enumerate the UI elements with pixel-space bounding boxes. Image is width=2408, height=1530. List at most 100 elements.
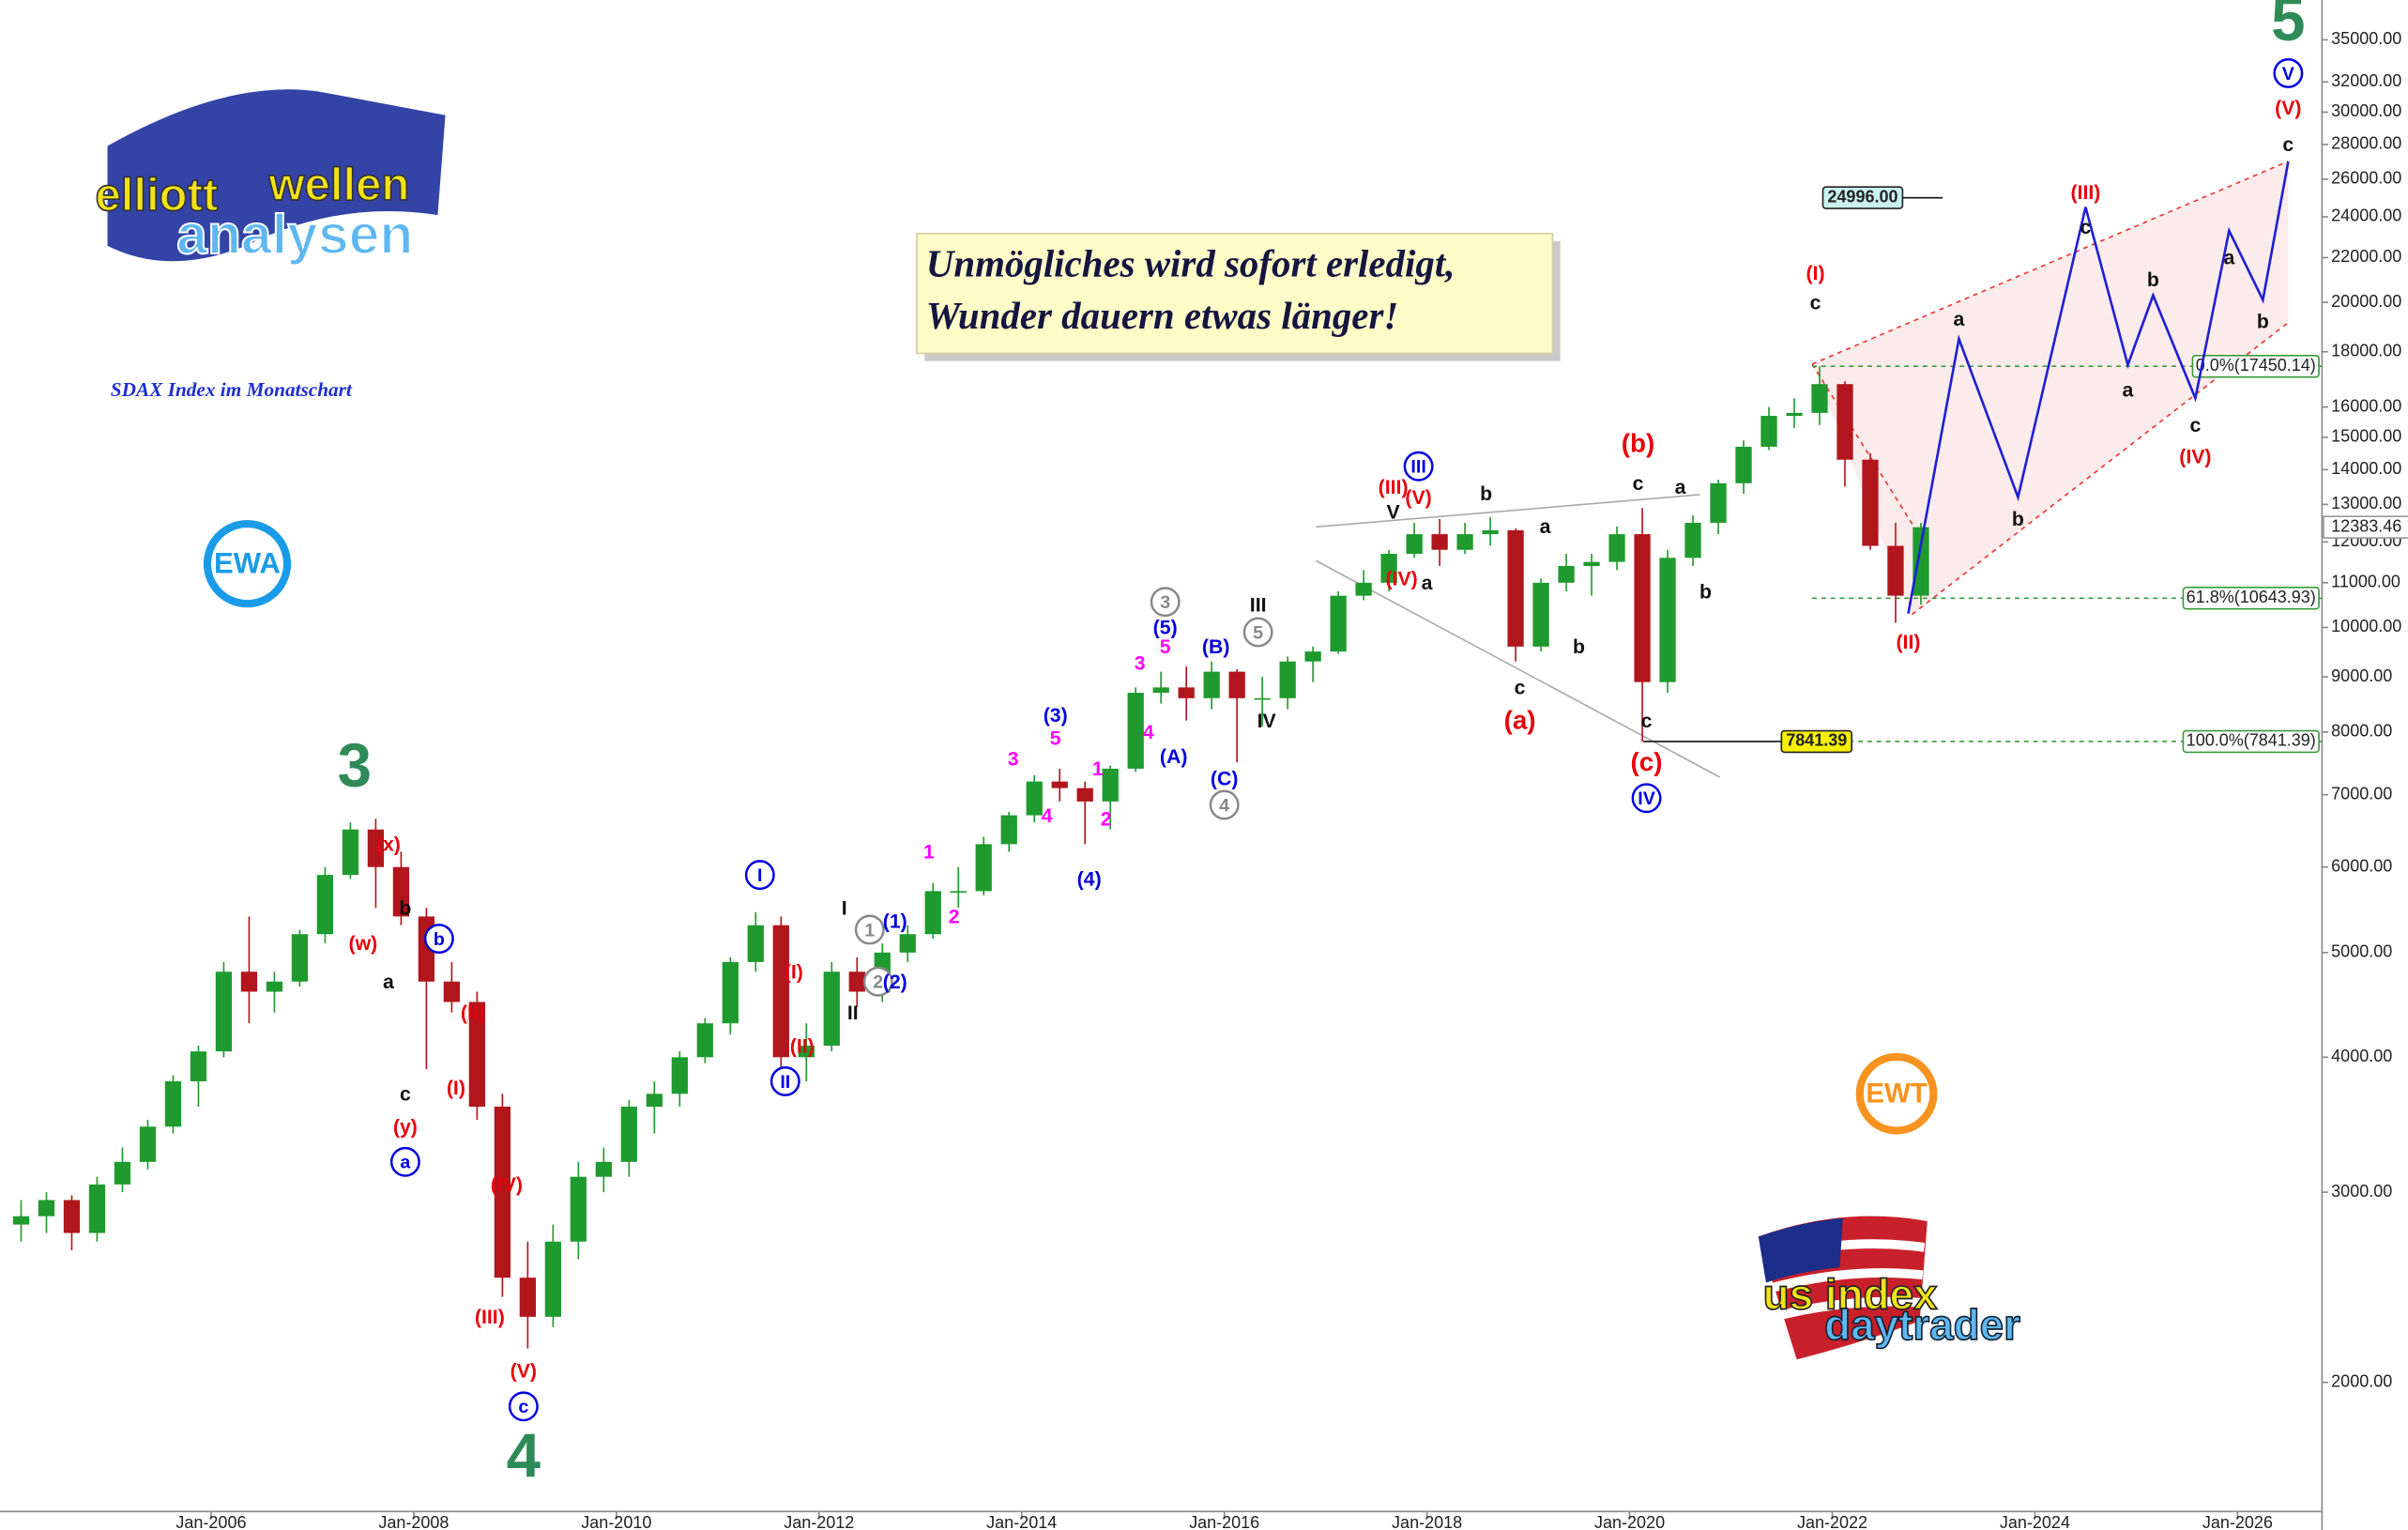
wave-label: II [780, 1072, 790, 1093]
candle-body [924, 891, 941, 935]
candle-body [950, 891, 967, 893]
candle-body [190, 1051, 207, 1081]
candle-body [1735, 446, 1752, 483]
logo-text: elliott [95, 170, 218, 221]
candle-body [620, 1106, 637, 1162]
y-tick-label: 24000.00 [2331, 207, 2401, 225]
y-tick-label: 11000.00 [2331, 573, 2400, 591]
wave-label: (A) [1160, 745, 1188, 768]
candle-body [1913, 527, 1929, 596]
candle-body [1786, 412, 1803, 417]
candle-body [139, 1126, 157, 1162]
candle-body [12, 1216, 30, 1225]
wave-label: c [1641, 710, 1653, 732]
candle-body [1507, 530, 1524, 647]
candle-body [646, 1094, 663, 1107]
candle-body [1431, 534, 1448, 550]
wave-label: c [1515, 677, 1526, 699]
last-price-label: 12383.46 [2331, 516, 2401, 535]
wave-label: b [2147, 268, 2159, 291]
candle-body [367, 829, 385, 867]
badge-ring [203, 519, 292, 608]
x-tick-label: Jan-2022 [1797, 1513, 1867, 1530]
fib-label-box [2182, 729, 2320, 754]
candle-body [772, 925, 789, 1058]
y-tick-label: 3000.00 [2331, 1182, 2392, 1201]
y-tick-label: 14000.00 [2331, 459, 2401, 478]
candle-body [1482, 530, 1499, 535]
candle-body [215, 972, 233, 1052]
x-tick-label: Jan-2018 [1392, 1513, 1462, 1530]
last-price-box [2323, 515, 2408, 539]
wave-label: (2) [883, 971, 907, 993]
logo-us-index: us index daytrader [1758, 1216, 2021, 1360]
y-tick-label: 18000.00 [2331, 341, 2401, 360]
wave-label: a [1540, 515, 1551, 538]
wave-label: III [1250, 593, 1267, 616]
wave-label: c [518, 1397, 528, 1417]
x-tick-label: Jan-2010 [581, 1513, 651, 1530]
fib-label-box [2191, 354, 2320, 378]
candle-body [494, 1106, 511, 1278]
candle-body [1203, 671, 1220, 698]
candle-body [63, 1200, 81, 1233]
wave-label: (I) [447, 1077, 465, 1099]
candle-body [570, 1176, 587, 1242]
wave-label: V [1387, 500, 1401, 523]
price-box-label: 24996.00 [1827, 187, 1897, 206]
wave-label: b [1480, 482, 1492, 505]
y-tick-label: 15000.00 [2331, 427, 2401, 446]
candle-body [975, 844, 992, 892]
y-tick-label: 10000.00 [2331, 617, 2401, 635]
wave-label: (V) [2275, 97, 2301, 119]
y-tick-label: 13000.00 [2331, 494, 2401, 513]
title-panel [916, 232, 1554, 355]
wave-label: (III) [1379, 476, 1409, 498]
candle-body [443, 981, 461, 1002]
channel-fill [1812, 161, 2289, 615]
logo-text: us index [1763, 1270, 1938, 1318]
candle-body [468, 1002, 486, 1107]
wave-circle [508, 1391, 539, 1422]
y-tick-label: 6000.00 [2331, 856, 2392, 875]
wave-label: c [1633, 472, 1644, 495]
wave-label: (I) [1806, 262, 1824, 284]
wave-label: c [2080, 216, 2092, 238]
y-tick-label: 5000.00 [2331, 942, 2392, 961]
wave-label: II [847, 1002, 859, 1024]
wave-label: (IV) [2179, 446, 2211, 468]
wave-label: (4) [1077, 868, 1102, 891]
candle-body [899, 934, 916, 953]
wave-label: (V) [1405, 486, 1431, 509]
candle-body [722, 961, 739, 1024]
fib-label: 61.8%(10643.93) [2187, 588, 2316, 606]
trend-line [1316, 494, 1700, 528]
wave-label: I [842, 896, 847, 919]
candle-body [392, 866, 410, 917]
fib-label: 0.0%(17450.14) [2196, 356, 2316, 375]
candle-body [266, 981, 283, 992]
badge-ewa: EWA [203, 519, 292, 608]
candle-body [1608, 534, 1625, 562]
wave-label: (b) [1622, 429, 1655, 458]
candle-body [1026, 781, 1043, 816]
wave-label: (IV) [1385, 568, 1417, 590]
wave-label: (IV) [491, 1173, 523, 1196]
candle-body [114, 1161, 131, 1185]
candle-body [1330, 595, 1347, 652]
wave-label: V [2282, 64, 2294, 84]
wave-label: (c) [1631, 747, 1663, 776]
candle-body [823, 972, 840, 1046]
wave-label: (II) [790, 1034, 815, 1057]
candle-body [848, 972, 865, 992]
wave-label: 1 [864, 920, 875, 941]
wave-label: III [1410, 457, 1425, 478]
wave-label: a [383, 971, 394, 993]
candle-body [88, 1184, 106, 1233]
candle-body [1228, 671, 1245, 698]
candle-body [1380, 554, 1397, 583]
candle-body [747, 925, 764, 962]
wave-label: (3) [1044, 704, 1068, 727]
wave-label: 3 [1008, 747, 1019, 770]
wave-label: (y) [393, 1116, 418, 1139]
